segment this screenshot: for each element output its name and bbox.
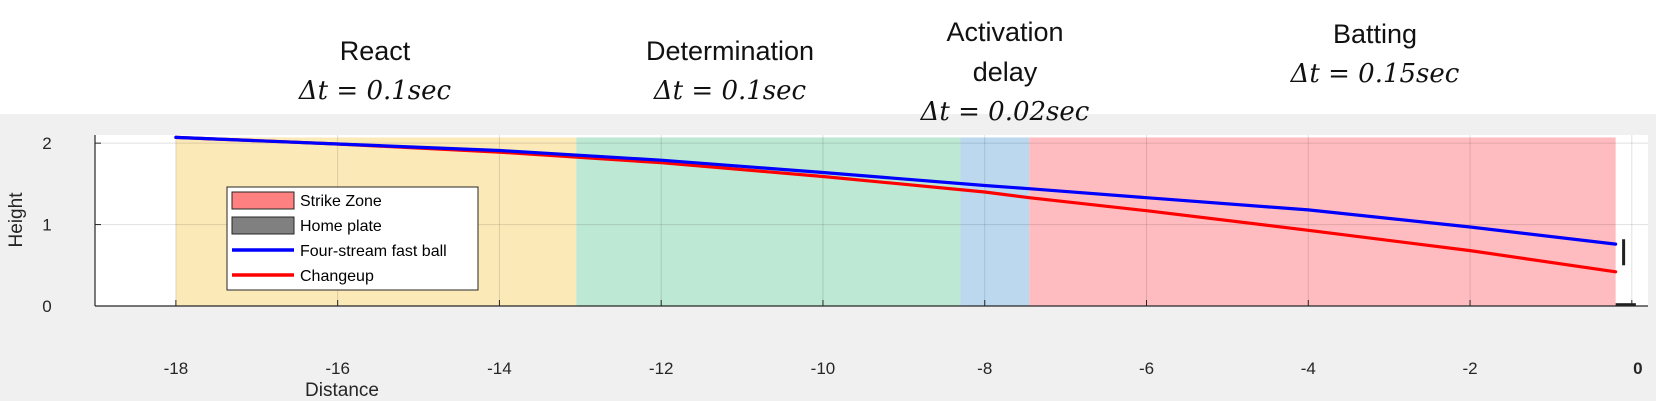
y-tick-label: 2 bbox=[42, 134, 51, 153]
x-tick-label: -16 bbox=[325, 359, 350, 378]
phase-dt: Δt = 0.1sec bbox=[653, 76, 807, 106]
phase-label-determination: Determination Δt = 0.1sec bbox=[590, 31, 870, 111]
phase-dt: Δt = 0.1sec bbox=[298, 76, 452, 106]
legend-label: Four-stream fast ball bbox=[300, 243, 447, 260]
y-axis-label: Height bbox=[6, 192, 27, 248]
x-tick-label: -18 bbox=[164, 359, 189, 378]
phase-name: Activation bbox=[946, 17, 1064, 47]
x-tick-label: -14 bbox=[487, 359, 512, 378]
legend-swatch bbox=[231, 216, 295, 235]
x-tick-label: 0 bbox=[1633, 359, 1642, 378]
axes-lines bbox=[94, 135, 1648, 307]
phase-name: Batting bbox=[1332, 19, 1418, 49]
phase-name: Determination bbox=[645, 36, 815, 66]
x-tick-label: -12 bbox=[649, 359, 674, 378]
legend-swatch bbox=[231, 191, 295, 210]
y-tick-labels: 0 1 2 bbox=[42, 134, 51, 316]
x-tick-label: -8 bbox=[977, 359, 992, 378]
legend-label: Changeup bbox=[300, 268, 374, 285]
legend-label: Strike Zone bbox=[300, 193, 382, 210]
x-tick-label: -6 bbox=[1139, 359, 1154, 378]
y-tick-label: 1 bbox=[42, 216, 51, 235]
home-plate-base bbox=[1615, 303, 1636, 307]
x-axis-label: Distance bbox=[305, 380, 379, 401]
x-tick-labels: -18 -16 -14 -12 -10 -8 -6 -4 -2 0 bbox=[164, 359, 1643, 378]
x-tick-label: -4 bbox=[1301, 359, 1316, 378]
phase-region bbox=[1029, 137, 1616, 306]
phase-dt: Δt = 0.15sec bbox=[1290, 59, 1460, 89]
phase-name-line2: delay bbox=[972, 57, 1038, 87]
phase-label-activation-delay: Activation delay Δt = 0.02sec bbox=[880, 12, 1130, 132]
home-plate-mark bbox=[1622, 239, 1626, 266]
legend: Strike Zone Home plate Four-stream fast ba… bbox=[226, 186, 479, 291]
series-lines bbox=[174, 135, 1618, 274]
phase-label-batting: Batting Δt = 0.15sec bbox=[1235, 14, 1515, 94]
phase-region bbox=[576, 137, 961, 306]
x-tick-label: -2 bbox=[1462, 359, 1477, 378]
phase-dt: Δt = 0.02sec bbox=[920, 97, 1090, 127]
y-tick-label: 0 bbox=[42, 297, 51, 316]
phase-label-react: React Δt = 0.1sec bbox=[250, 31, 500, 111]
phase-region bbox=[960, 137, 1030, 306]
phase-name: React bbox=[339, 36, 411, 66]
x-tick-label: -10 bbox=[811, 359, 836, 378]
fastball-line bbox=[174, 135, 1618, 246]
home-plate-marks bbox=[1615, 239, 1636, 307]
legend-label: Home plate bbox=[300, 218, 382, 235]
